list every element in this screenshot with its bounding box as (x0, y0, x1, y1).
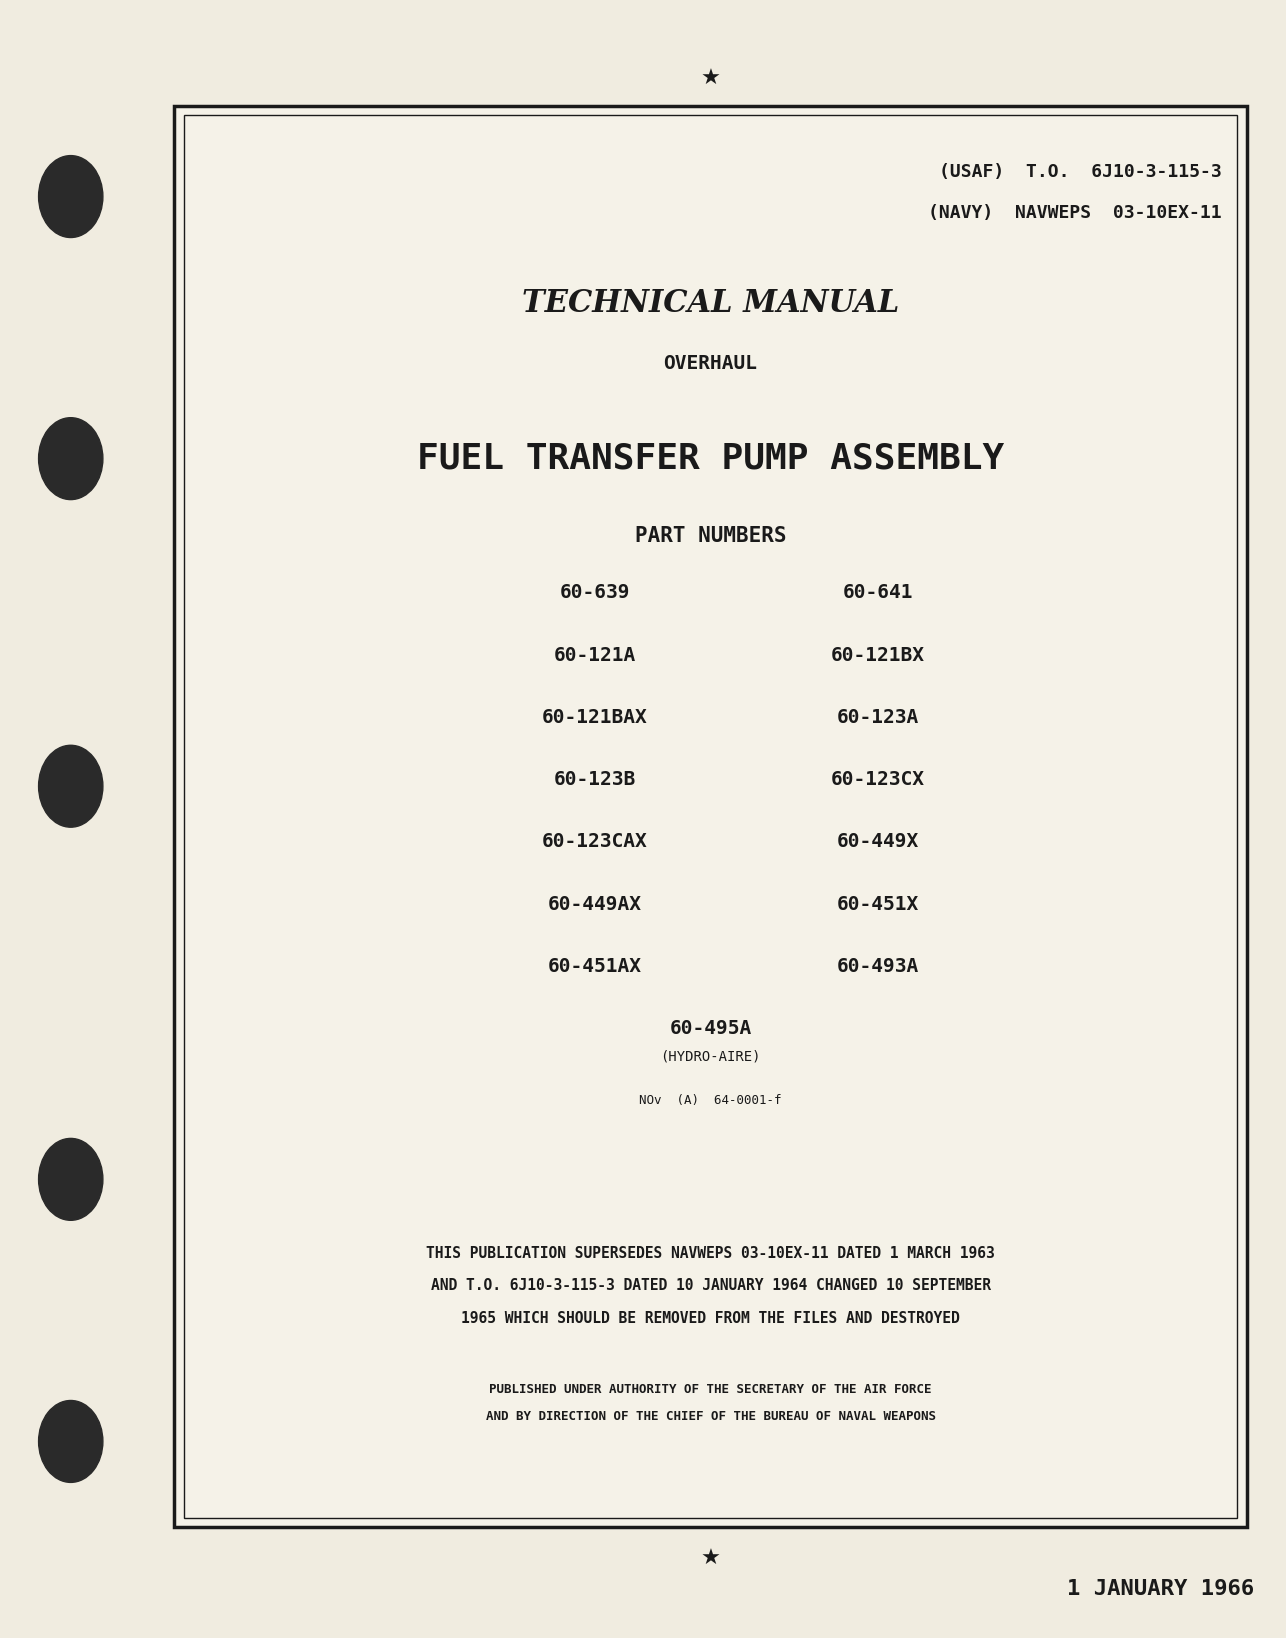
Text: 60-639: 60-639 (559, 583, 630, 603)
Text: AND BY DIRECTION OF THE CHIEF OF THE BUREAU OF NAVAL WEAPONS: AND BY DIRECTION OF THE CHIEF OF THE BUR… (486, 1410, 935, 1423)
Text: 1 JANUARY 1966: 1 JANUARY 1966 (1066, 1579, 1254, 1599)
Text: 60-121BX: 60-121BX (831, 645, 925, 665)
Text: TECHNICAL MANUAL: TECHNICAL MANUAL (522, 288, 899, 318)
Text: AND T.O. 6J10-3-115-3 DATED 10 JANUARY 1964 CHANGED 10 SEPTEMBER: AND T.O. 6J10-3-115-3 DATED 10 JANUARY 1… (431, 1278, 990, 1294)
Text: 60-495A: 60-495A (670, 1019, 751, 1038)
Text: 60-641: 60-641 (842, 583, 913, 603)
Circle shape (39, 156, 103, 238)
Text: THIS PUBLICATION SUPERSEDES NAVWEPS 03-10EX-11 DATED 1 MARCH 1963: THIS PUBLICATION SUPERSEDES NAVWEPS 03-1… (426, 1245, 995, 1261)
Text: 60-493A: 60-493A (837, 957, 918, 976)
Text: ★: ★ (701, 1550, 720, 1569)
Text: 60-123CAX: 60-123CAX (541, 832, 648, 852)
Text: 1965 WHICH SHOULD BE REMOVED FROM THE FILES AND DESTROYED: 1965 WHICH SHOULD BE REMOVED FROM THE FI… (462, 1310, 959, 1327)
Text: 60-121A: 60-121A (554, 645, 635, 665)
Text: 60-449AX: 60-449AX (548, 894, 642, 914)
Text: 60-451X: 60-451X (837, 894, 918, 914)
Text: NOv  (A)  64-0001-f: NOv (A) 64-0001-f (639, 1094, 782, 1107)
Text: FUEL TRANSFER PUMP ASSEMBLY: FUEL TRANSFER PUMP ASSEMBLY (417, 442, 1004, 475)
Text: 60-121BAX: 60-121BAX (541, 708, 648, 727)
Circle shape (39, 418, 103, 500)
Text: OVERHAUL: OVERHAUL (664, 354, 757, 373)
Circle shape (39, 745, 103, 827)
FancyBboxPatch shape (174, 106, 1247, 1527)
Text: 60-123B: 60-123B (554, 770, 635, 790)
Text: PART NUMBERS: PART NUMBERS (635, 526, 786, 545)
Text: 60-451AX: 60-451AX (548, 957, 642, 976)
Circle shape (39, 1138, 103, 1220)
Text: (NAVY)  NAVWEPS  03-10EX-11: (NAVY) NAVWEPS 03-10EX-11 (928, 205, 1222, 221)
Text: 60-123CX: 60-123CX (831, 770, 925, 790)
Text: ★: ★ (701, 69, 720, 88)
Text: (HYDRO-AIRE): (HYDRO-AIRE) (660, 1050, 761, 1063)
Text: 60-449X: 60-449X (837, 832, 918, 852)
Text: (USAF)  T.O.  6J10-3-115-3: (USAF) T.O. 6J10-3-115-3 (939, 164, 1222, 180)
Circle shape (39, 1400, 103, 1482)
Text: PUBLISHED UNDER AUTHORITY OF THE SECRETARY OF THE AIR FORCE: PUBLISHED UNDER AUTHORITY OF THE SECRETA… (489, 1382, 932, 1396)
Text: 60-123A: 60-123A (837, 708, 918, 727)
